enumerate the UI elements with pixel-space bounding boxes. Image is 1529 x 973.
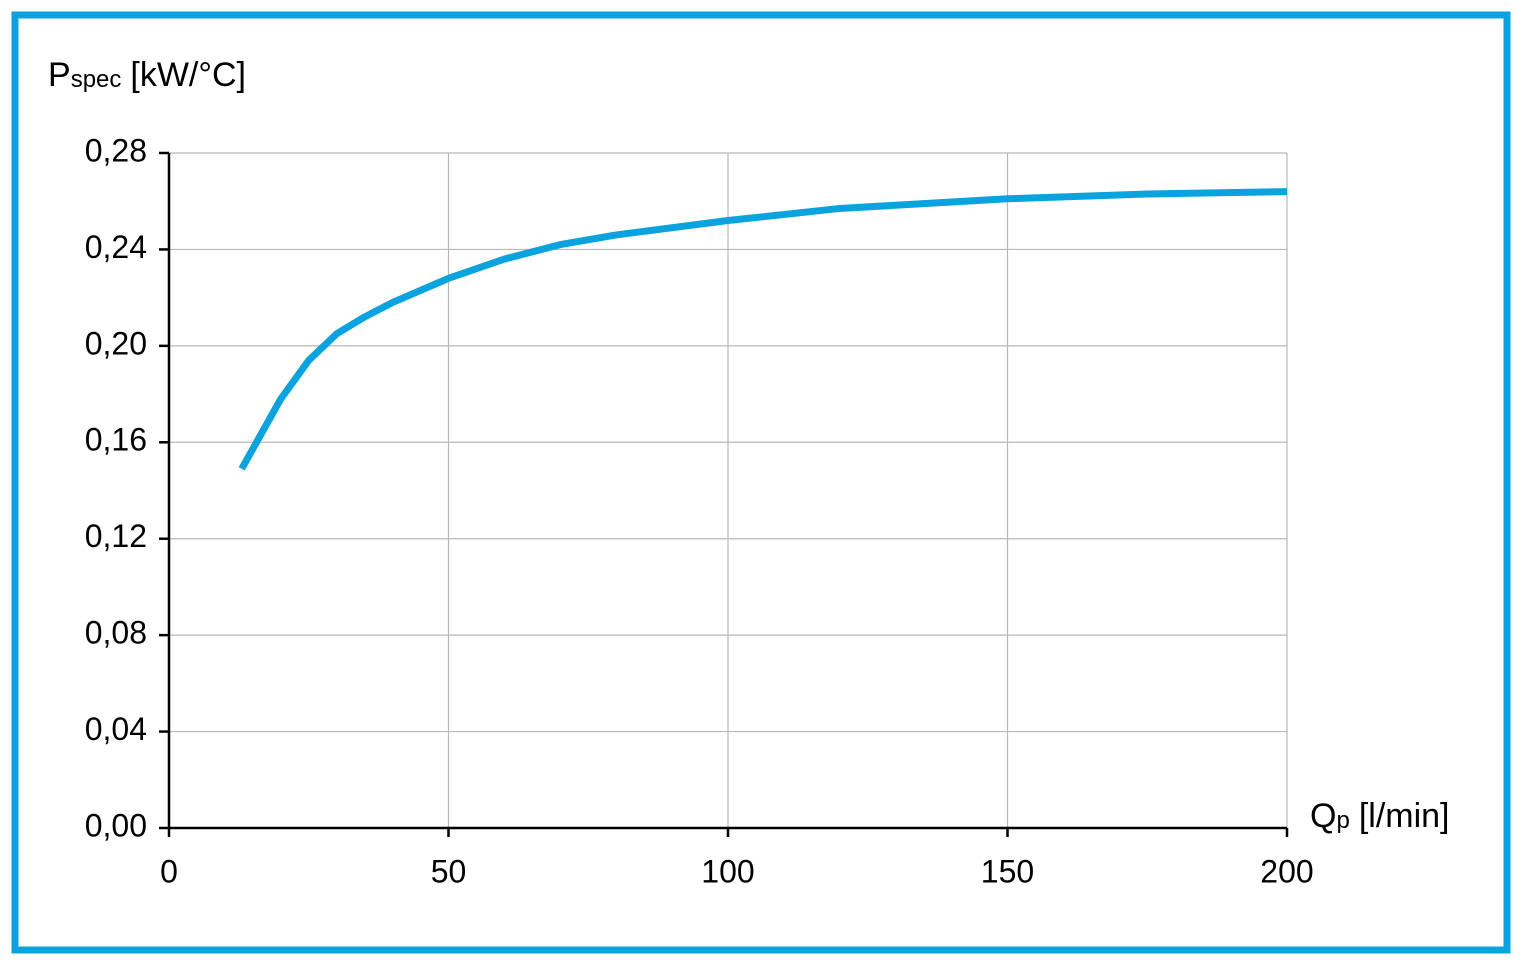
x-tick-label: 50 bbox=[431, 853, 467, 889]
y-tick-label: 0,00 bbox=[85, 807, 147, 843]
y-tick-label: 0,04 bbox=[85, 711, 147, 747]
y-tick-label: 0,28 bbox=[85, 132, 147, 168]
x-tick-label: 100 bbox=[701, 853, 754, 889]
y-axis-label: Pspec [kW/°C] bbox=[48, 56, 246, 94]
x-label-main: Q bbox=[1310, 797, 1336, 835]
x-axis-label: Qp [l/min] bbox=[1310, 797, 1450, 835]
y-label-sub: spec bbox=[71, 66, 122, 93]
plot bbox=[238, 188, 1288, 471]
data-line bbox=[238, 188, 1288, 471]
x-tick-label: 150 bbox=[981, 853, 1034, 889]
x-tick-label: 0 bbox=[160, 853, 178, 889]
x-tick-label: 200 bbox=[1260, 853, 1313, 889]
y-tick-label: 0,12 bbox=[85, 518, 147, 554]
y-tick-label: 0,08 bbox=[85, 615, 147, 651]
y-tick-label: 0,20 bbox=[85, 325, 147, 361]
y-tick-label: 0,24 bbox=[85, 229, 147, 265]
frame bbox=[11, 11, 1511, 954]
x-label-sub: p bbox=[1336, 807, 1349, 834]
x-label-unit: [l/min] bbox=[1359, 797, 1450, 835]
y-tick-label: 0,16 bbox=[85, 422, 147, 458]
grid bbox=[168, 152, 1288, 829]
y-label-unit: [kW/°C] bbox=[130, 56, 246, 94]
y-label-main: P bbox=[48, 56, 71, 94]
